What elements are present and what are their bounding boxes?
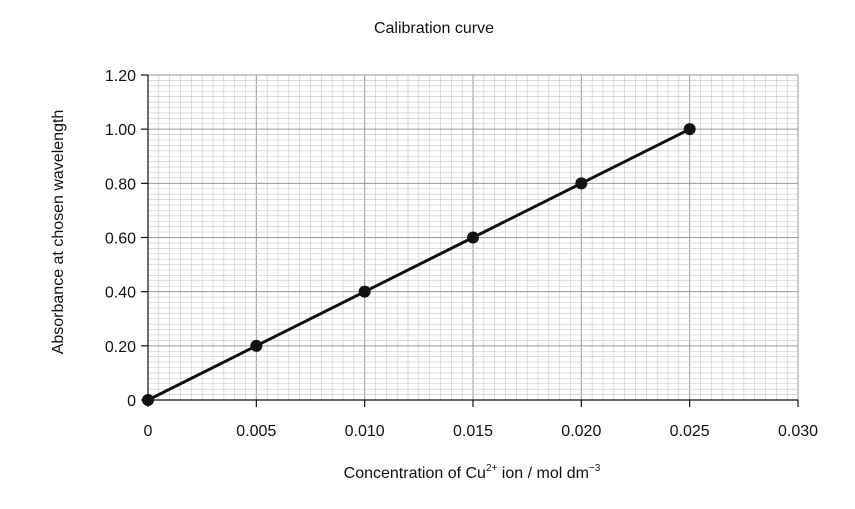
data-point [358,285,371,298]
x-axis-label: Concentration of Cu2+ ion / mol dm−3 [344,463,601,482]
y-tick-label: 1.20 [105,68,136,85]
data-point [142,394,154,406]
data-point [575,177,588,190]
data-point [467,231,479,244]
y-tick-label: 0.60 [105,231,136,248]
x-tick-label: 0.025 [670,423,710,440]
x-tick-label: 0.010 [345,423,385,440]
x-axis-label-prefix: Concentration of Cu [344,465,486,482]
plot-grid [147,74,799,401]
x-axis-label-charge: 2+ [486,463,498,474]
x-axis-label-middle: ion / mol dm [497,465,589,482]
data-point [683,123,696,136]
x-tick-label: 0.020 [561,423,601,440]
y-axis-label: Absorbance at chosen wavelength [50,110,67,355]
x-tick-label: 0.015 [453,423,493,440]
x-tick-label: 0.005 [236,423,276,440]
series-line [147,127,691,402]
y-tick-label: 0.80 [105,176,136,193]
x-tick-label: 0.030 [778,423,818,440]
y-tick-label: 0 [127,393,136,410]
x-axis-label-unit-exponent: −3 [589,463,601,474]
x-tick-label: 0 [144,423,153,440]
y-tick-label: 0.20 [105,339,136,356]
data-point [250,339,263,352]
data-series [142,123,696,406]
y-tick-label: 1.00 [105,122,136,139]
tick-labels: 0 0.20 0.40 0.60 0.80 1.00 1.20 0 0.005 0.010 0.01… [105,68,818,440]
y-tick-label: 0.40 [105,285,136,302]
chart-title: Calibration curve [374,20,494,37]
